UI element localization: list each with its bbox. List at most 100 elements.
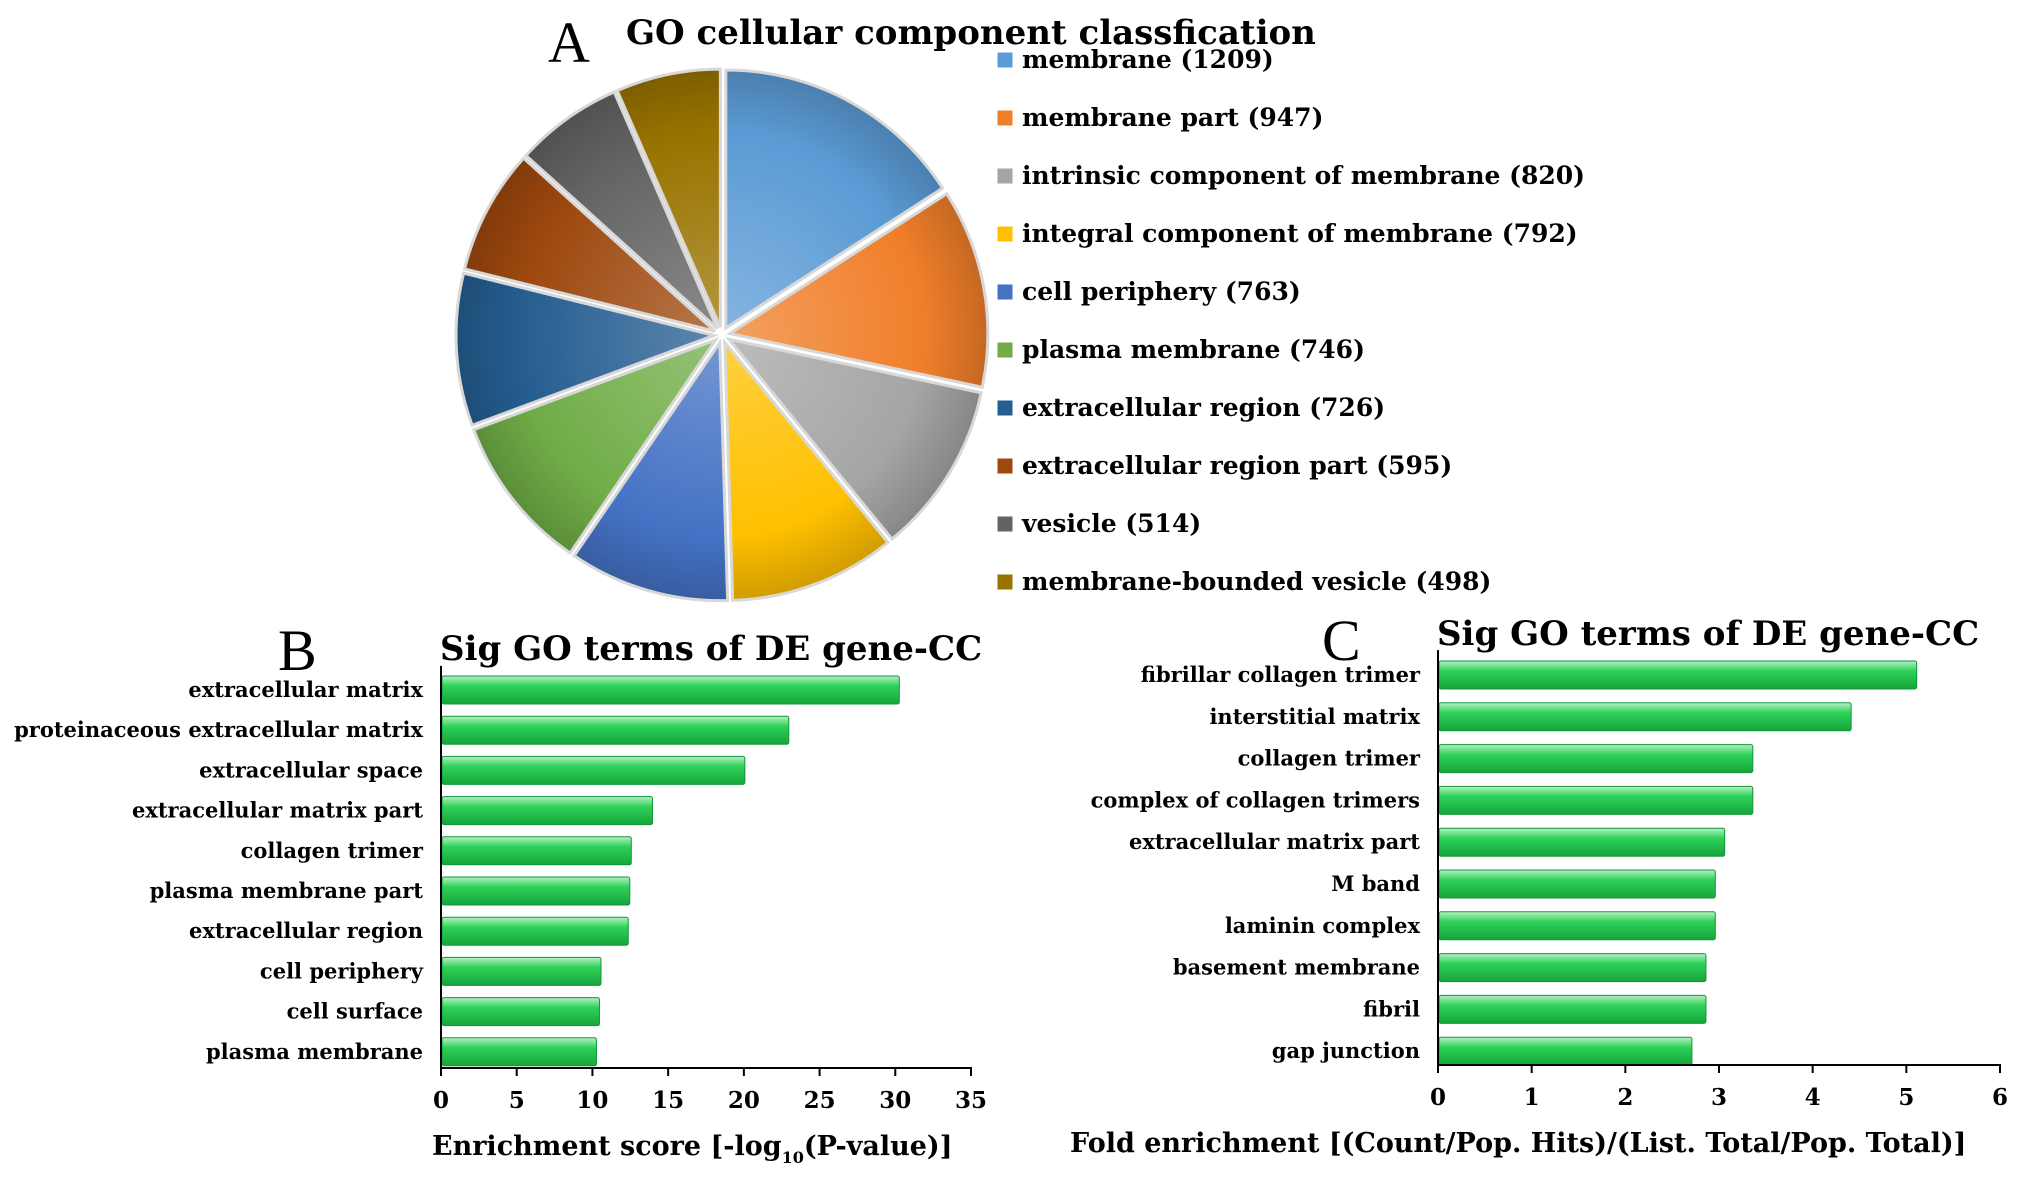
bar xyxy=(441,1037,597,1067)
legend-label: intrinsic component of membrane (820) xyxy=(1022,161,1585,190)
bar-panel-c: C Sig GO terms of DE gene-CC fibrillar c… xyxy=(1070,608,2008,1159)
legend-swatch xyxy=(996,573,1014,591)
x-tick-label: 4 xyxy=(1805,1084,1821,1111)
x-tick-label: 2 xyxy=(1617,1084,1633,1111)
x-tick-label: 6 xyxy=(1992,1084,2008,1111)
pie-panel: A GO cellular component classfication me… xyxy=(454,10,1585,603)
category-label: gap junction xyxy=(1272,1038,1420,1063)
bar xyxy=(1438,785,1754,815)
legend-label: membrane (1209) xyxy=(1022,45,1274,74)
x-tick-label: 20 xyxy=(728,1087,760,1114)
category-label: plasma membrane part xyxy=(150,878,424,903)
pie-slice xyxy=(725,191,990,389)
legend-swatch xyxy=(996,341,1014,359)
legend-swatch xyxy=(996,109,1014,127)
bar-b-xlabel-main: Enrichment score [-log xyxy=(432,1131,782,1162)
category-label: cell periphery xyxy=(260,958,424,983)
legend-label: membrane-bounded vesicle (498) xyxy=(1022,567,1491,596)
category-label: collagen trimer xyxy=(241,838,424,863)
bar xyxy=(1438,702,1852,732)
category-label: basement membrane xyxy=(1173,955,1420,980)
category-label: extracellular matrix part xyxy=(1129,829,1420,854)
category-label: collagen trimer xyxy=(1238,746,1421,771)
pie-slice xyxy=(723,338,891,602)
panel-letter-c: C xyxy=(1322,608,1361,673)
category-label: extracellular space xyxy=(199,757,423,782)
legend-swatch xyxy=(996,225,1014,243)
pie-slices xyxy=(454,67,990,603)
bar xyxy=(441,956,602,986)
bar-b-axis: 0 5 10 15 20 25 30 35 xyxy=(433,665,987,1114)
x-tick-label: 3 xyxy=(1711,1084,1727,1111)
bar-b-xlabel-sub: 10 xyxy=(782,1148,804,1167)
legend-label: cell periphery (763) xyxy=(1022,277,1301,306)
x-tick-label: 0 xyxy=(433,1087,449,1114)
legend-swatch xyxy=(996,167,1014,185)
category-label: proteinaceous extracellular matrix xyxy=(14,717,423,742)
category-label: plasma membrane xyxy=(206,1039,423,1064)
bar-c-axis: 0 1 2 3 4 5 6 xyxy=(1430,650,2008,1111)
bar xyxy=(441,675,900,705)
legend-swatch xyxy=(996,457,1014,475)
category-label: laminin complex xyxy=(1225,913,1421,938)
panel-letter-a: A xyxy=(548,10,590,75)
x-tick-label: 10 xyxy=(576,1087,608,1114)
panel-letter-b: B xyxy=(278,618,317,683)
legend-label: membrane part (947) xyxy=(1022,103,1323,132)
bar-c-xlabel: Fold enrichment [(Count/Pop. Hits)/(List… xyxy=(1070,1128,1966,1159)
bar-b-xlabel: Enrichment score [-log10(P-value)] xyxy=(432,1131,952,1167)
x-tick-label: 5 xyxy=(509,1087,525,1114)
bar xyxy=(441,997,600,1027)
legend-swatch xyxy=(996,399,1014,417)
pie-slice xyxy=(572,338,730,603)
bar xyxy=(1438,953,1707,983)
category-label: fibrillar collagen trimer xyxy=(1141,662,1421,687)
x-tick-label: 0 xyxy=(1430,1084,1446,1111)
bar-b-bars: extracellular matrix proteinaceous extrac… xyxy=(14,675,900,1067)
bar xyxy=(1438,869,1716,899)
category-label: extracellular matrix part xyxy=(132,798,423,823)
x-tick-label: 35 xyxy=(955,1087,987,1114)
legend-label: integral component of membrane (792) xyxy=(1022,219,1578,248)
legend-swatch xyxy=(996,515,1014,533)
bar-panel-b: B Sig GO terms of DE gene-CC extracellul… xyxy=(14,618,987,1167)
bar xyxy=(441,876,631,906)
bar-b-xlabel-tail: (P-value)] xyxy=(804,1131,953,1162)
x-tick-label: 25 xyxy=(804,1087,836,1114)
bar xyxy=(1438,994,1707,1024)
category-label: extracellular matrix xyxy=(188,677,423,702)
legend-label: vesicle (514) xyxy=(1021,509,1201,538)
bar xyxy=(441,916,629,946)
legend-swatch xyxy=(996,51,1014,69)
pie-slice xyxy=(462,156,716,333)
pie-title: GO cellular component classfication xyxy=(626,13,1316,53)
category-label: M band xyxy=(1331,871,1420,896)
pie-slice xyxy=(454,271,720,428)
bar-b-title: Sig GO terms of DE gene-CC xyxy=(440,629,982,669)
category-label: fibril xyxy=(1363,996,1420,1021)
bar xyxy=(1438,744,1754,774)
category-label: extracellular region xyxy=(189,918,423,943)
x-tick-label: 1 xyxy=(1524,1084,1540,1111)
pie-slice xyxy=(724,68,945,331)
bar xyxy=(1438,911,1716,941)
legend-label: extracellular region part (595) xyxy=(1022,451,1452,480)
bar xyxy=(441,715,790,745)
pie-legend: membrane (1209) membrane part (947) intrin… xyxy=(996,45,1585,596)
category-label: cell surface xyxy=(287,999,423,1024)
bar xyxy=(441,755,746,785)
x-tick-label: 30 xyxy=(879,1087,911,1114)
legend-label: extracellular region (726) xyxy=(1022,393,1385,422)
bar xyxy=(1438,827,1726,857)
bar xyxy=(441,836,632,866)
bar xyxy=(441,796,653,826)
category-label: interstitial matrix xyxy=(1209,704,1420,729)
bar xyxy=(1438,1036,1693,1066)
pie-slice xyxy=(724,336,983,542)
x-tick-label: 15 xyxy=(652,1087,684,1114)
pie-slice xyxy=(615,67,722,328)
bar xyxy=(1438,660,1918,690)
pie-slice xyxy=(471,336,720,556)
bar-c-bars: fibrillar collagen trimer interstitial ma… xyxy=(1091,660,1918,1066)
